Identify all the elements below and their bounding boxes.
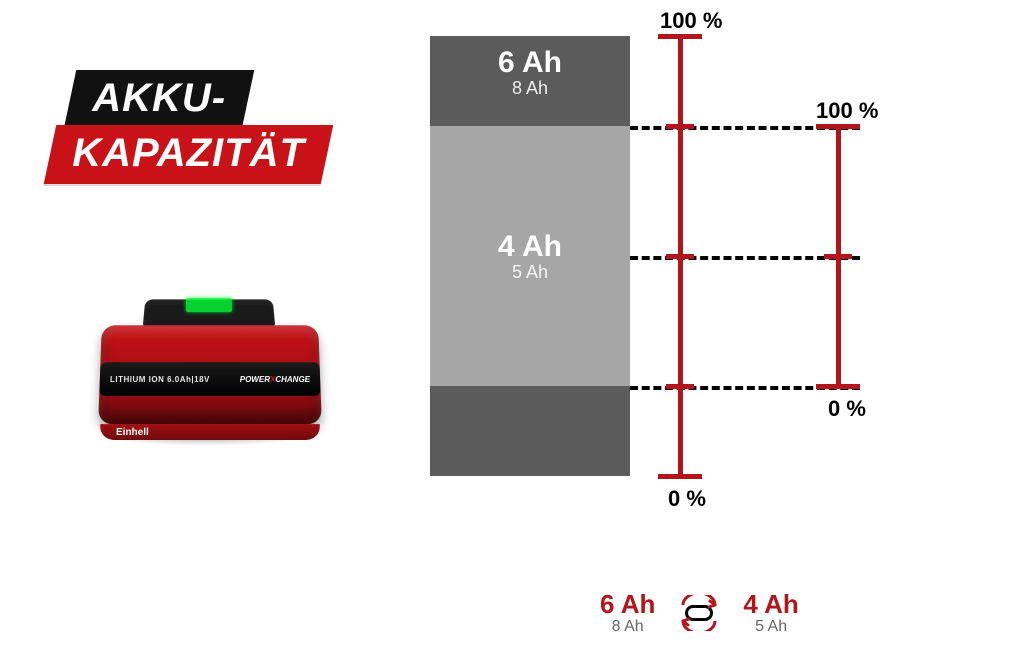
battery-illustration: LITHIUM ION 6.0Ah|18V POWERXCHANGE Einhe…: [90, 280, 330, 440]
px-change: CHANGE: [275, 375, 310, 384]
capacity-bar: 6 Ah8 Ah4 Ah5 Ah: [430, 36, 630, 476]
legend-right: 4 Ah 5 Ah: [743, 589, 798, 636]
battery-power-xchange: POWERXCHANGE: [240, 375, 310, 384]
legend-right-sub: 5 Ah: [743, 618, 798, 636]
capacity-chart: 6 Ah8 Ah4 Ah5 Ah100 %0 %100 %0 %: [430, 36, 990, 596]
scale-right-label-1: 0 %: [828, 396, 866, 422]
stage: AKKU- KAPAZITÄT LITHIUM ION 6.0Ah|18V PO…: [0, 0, 1024, 650]
scale-left-label-1: 0 %: [668, 486, 706, 512]
scale-left-cap-0: [658, 34, 702, 39]
scale-right-cap-1: [816, 384, 860, 389]
bar-segment-top-main: 6 Ah: [498, 46, 562, 80]
bar-segment-top: 6 Ah8 Ah: [430, 36, 630, 126]
scale-left-tick-0: [666, 124, 694, 129]
legend-left: 6 Ah 8 Ah: [600, 589, 655, 636]
swap-arrows-icon: [677, 595, 721, 631]
legend-right-main: 4 Ah: [743, 589, 798, 620]
title-line-1: AKKU-: [92, 76, 226, 121]
bar-segment-top-sub: 8 Ah: [512, 78, 548, 99]
scale-right-tick-0: [824, 254, 852, 259]
px-power: POWER: [240, 375, 270, 384]
scale-left-label-0: 100 %: [660, 8, 722, 34]
bar-segment-middle-main: 4 Ah: [498, 230, 562, 264]
bar-segment-bottom: [430, 386, 630, 476]
legend-left-main: 6 Ah: [600, 589, 655, 620]
swap-icon: [677, 599, 721, 627]
title-badge-1: AKKU-: [64, 70, 254, 129]
battery-foot: Einhell: [100, 424, 321, 440]
title-group: AKKU- KAPAZITÄT: [70, 70, 327, 184]
scale-left-cap-1: [658, 474, 702, 479]
scale-left-tick-1: [666, 254, 694, 259]
title-badge-2: KAPAZITÄT: [44, 125, 333, 184]
battery-strip: LITHIUM ION 6.0Ah|18V POWERXCHANGE: [99, 362, 320, 396]
legend-left-sub: 8 Ah: [600, 618, 655, 636]
title-line-2: KAPAZITÄT: [72, 131, 305, 176]
battery-led-icon: [186, 298, 232, 312]
scale-left-tick-2: [666, 384, 694, 389]
bar-segment-middle: 4 Ah5 Ah: [430, 126, 630, 386]
legend: 6 Ah 8 Ah 4 Ah 5 Ah: [600, 589, 799, 636]
battery-spec-text: LITHIUM ION 6.0Ah|18V: [110, 375, 210, 384]
bar-segment-middle-sub: 5 Ah: [512, 262, 548, 283]
scale-right-cap-0: [816, 124, 860, 129]
scale-right-label-0: 100 %: [816, 98, 878, 124]
battery-brand-logo: Einhell: [116, 427, 149, 438]
